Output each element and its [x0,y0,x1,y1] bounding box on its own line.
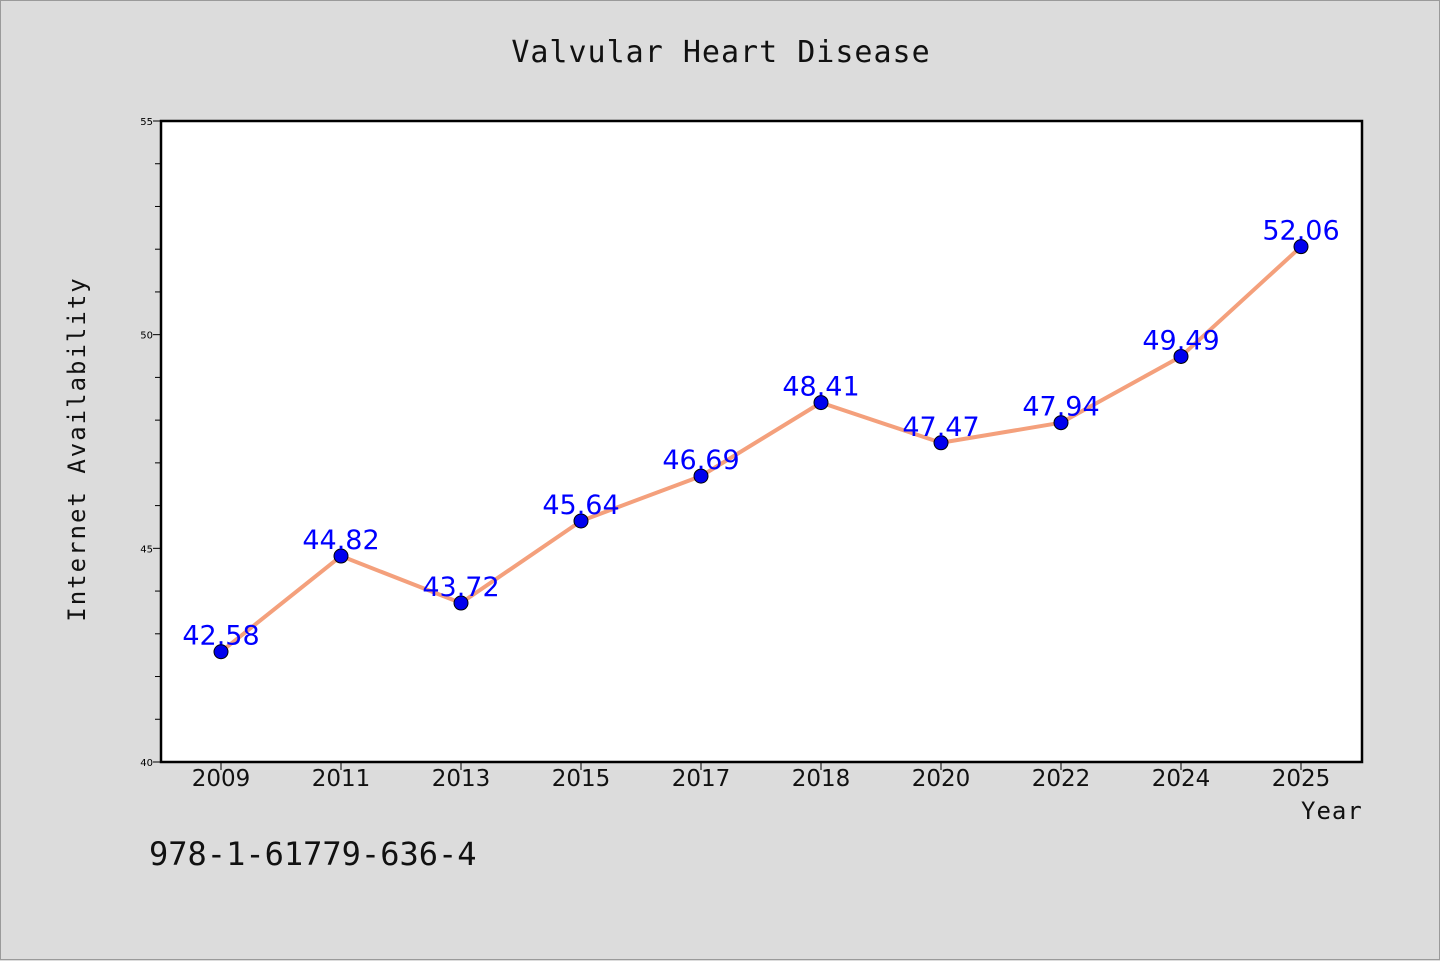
x-tick-label: 2018 [792,766,851,792]
data-point [333,548,349,564]
data-label: 42.58 [182,621,259,652]
x-tick-label: 2025 [1272,766,1331,792]
data-point [1293,239,1309,255]
x-axis-label: Year [1301,797,1363,825]
data-label: 52.06 [1262,216,1339,247]
y-tick-label: 50 [140,331,153,342]
y-tick-label: 40 [140,758,153,769]
data-label: 43.72 [422,572,499,603]
data-point [693,468,709,484]
data-label: 46.69 [662,445,739,476]
data-point [1053,415,1069,431]
x-tick-label: 2022 [1032,766,1091,792]
y-tick-label: 45 [140,544,153,555]
isbn-footnote: 978-1-61779-636-4 [149,835,477,873]
x-tick-label: 2020 [912,766,971,792]
data-point [573,513,589,529]
data-point [1173,348,1189,364]
x-tick-label: 2015 [552,766,611,792]
plot-frame [159,119,1364,764]
data-label: 47.94 [1022,392,1099,423]
data-label: 47.47 [902,412,979,443]
data-label: 45.64 [542,490,619,521]
y-tick-label: 55 [140,117,153,128]
data-label: 49.49 [1142,325,1219,356]
series-line [219,244,1303,654]
data-point [813,395,829,411]
x-tick-label: 2013 [432,766,491,792]
x-tick-label: 2009 [192,766,251,792]
data-point [933,435,949,451]
x-tick-label: 2024 [1152,766,1211,792]
data-point [213,644,229,660]
data-label: 48.41 [782,372,859,403]
x-tick-label: 2011 [312,766,371,792]
data-point [453,595,469,611]
data-label: 44.82 [302,525,379,556]
chart-title: Valvular Heart Disease [511,35,931,70]
x-tick-label: 2017 [672,766,731,792]
